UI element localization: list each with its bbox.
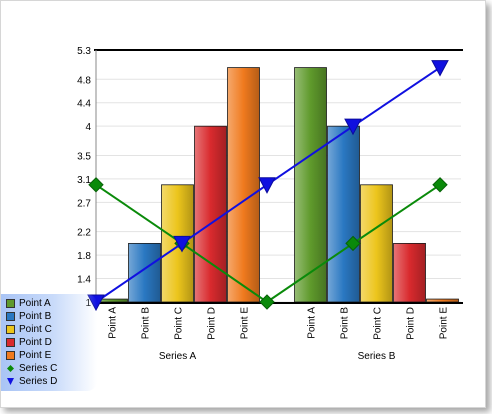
y-tick-label: 4.8	[77, 75, 91, 86]
bars	[95, 67, 459, 303]
x-tick-label: Point C	[373, 307, 384, 340]
y-tick-label: 3.5	[77, 151, 91, 162]
legend-label: Point B	[19, 311, 52, 322]
y-tick-label: 2.2	[77, 228, 91, 239]
x-tick-label: Point D	[406, 307, 417, 340]
bar-a-point-e	[227, 67, 260, 303]
bar-a-point-d	[194, 125, 227, 303]
y-tick-label: 2.7	[77, 198, 91, 209]
bar-a-point-b	[128, 242, 161, 303]
y-tick-label: 1.8	[77, 251, 91, 262]
x-tick-label: Point A	[108, 307, 119, 339]
bar-b-point-b	[327, 125, 360, 303]
legend-swatch	[6, 351, 15, 360]
marker-series-c-4	[432, 177, 448, 193]
marker-series-d-4	[431, 60, 449, 77]
legend-label: Point A	[19, 298, 51, 309]
x-tick-label: Point C	[174, 307, 185, 340]
legend-item-point-d: Point D	[6, 336, 52, 349]
marker-series-d-2	[258, 177, 276, 194]
x-tick-label: Point A	[307, 307, 318, 339]
diamond-icon	[7, 365, 14, 372]
chart-frame: 5.34.84.443.53.12.72.21.81.41 Point APoi…	[0, 0, 486, 408]
legend-swatch	[6, 325, 15, 334]
y-tick-label: 4	[85, 122, 91, 133]
legend-label: Series C	[19, 363, 58, 374]
bar-b-point-d	[393, 242, 426, 303]
marker-series-c-0	[88, 177, 104, 193]
chart: 5.34.84.443.53.12.72.21.81.41 Point APoi…	[77, 46, 463, 362]
x-tick-label: Point E	[240, 307, 251, 340]
legend-label: Series D	[19, 376, 58, 387]
legend-label: Point C	[19, 324, 52, 335]
x-tick-label: Point D	[207, 307, 218, 340]
group-label: Series A	[159, 351, 197, 362]
marker-series-d-1	[173, 235, 191, 253]
legend-item-series-c: Series C	[6, 362, 57, 375]
marker-series-c-3	[345, 235, 361, 252]
legend: Point A Point B Point C Point D Point E Serie…	[1, 294, 97, 391]
axes	[94, 49, 463, 304]
y-axis: 5.34.84.443.53.12.72.21.81.41	[77, 46, 91, 309]
bar-b-point-a	[294, 67, 327, 303]
bar-b-point-c	[360, 184, 393, 303]
x-tick-label: Point B	[141, 307, 152, 340]
legend-swatch	[6, 312, 15, 321]
y-tick-label: 1.4	[77, 275, 91, 286]
legend-label: Point E	[19, 350, 52, 361]
y-tick-label: 3.1	[77, 175, 91, 186]
marker-series-c-2	[259, 294, 275, 310]
group-label: Series B	[358, 351, 396, 362]
legend-swatch	[6, 338, 15, 347]
legend-item-series-d: Series D	[6, 375, 57, 388]
triangle-down-icon	[7, 378, 14, 385]
legend-item-point-e: Point E	[6, 349, 51, 362]
x-tick-label: Point B	[340, 307, 351, 340]
bar-b-point-e	[426, 298, 459, 303]
legend-label: Point D	[19, 337, 52, 348]
x-axis: Point A Point B Point C Point D Point E Point…	[108, 307, 450, 362]
legend-item-point-a: Point A	[6, 297, 51, 310]
legend-swatch	[6, 299, 15, 308]
y-tick-label: 4.4	[77, 99, 91, 110]
legend-item-point-b: Point B	[6, 310, 51, 323]
y-tick-label: 5.3	[77, 46, 91, 57]
legend-item-point-c: Point C	[6, 323, 52, 336]
marker-series-d-3	[344, 118, 362, 136]
x-tick-label: Point E	[439, 307, 450, 340]
